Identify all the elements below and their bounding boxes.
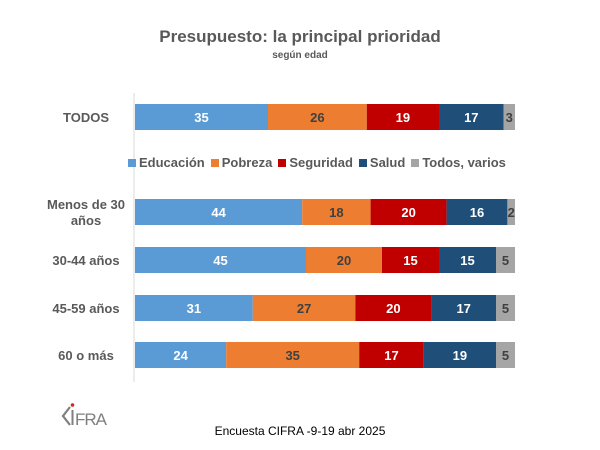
bar-segment-seguridad: [382, 247, 439, 273]
bar-segment-seguridad: [366, 104, 439, 130]
data-label: 18: [329, 205, 343, 220]
data-label: 26: [310, 110, 324, 125]
bar-segment-educaci-n: [135, 104, 268, 130]
bar-segment-salud: [423, 342, 496, 368]
bar-segment-seguridad: [359, 342, 424, 368]
legend-item: Pobreza: [210, 155, 273, 170]
data-label: 19: [453, 348, 467, 363]
bar-segment-todos-varios: [496, 295, 515, 321]
category-label: 45-59 años: [52, 301, 119, 316]
data-label: 45: [213, 253, 227, 268]
bar-segment-pobreza: [226, 342, 360, 368]
bar-segment-todos-varios: [496, 342, 515, 368]
bar-segment-todos-varios: [496, 247, 515, 273]
legend-item: Educación: [128, 155, 205, 170]
footer-source: Encuesta CIFRA -9-19 abr 2025: [214, 424, 386, 438]
category-label: TODOS: [63, 110, 109, 125]
data-label: 19: [396, 110, 410, 125]
bar-segment-salud: [431, 295, 496, 321]
data-label: 24: [173, 348, 188, 363]
logo-text: FRA: [75, 410, 108, 428]
data-label: 17: [464, 110, 478, 125]
bar-segment-educaci-n: [135, 247, 306, 273]
cifra-logo: FRA: [61, 403, 109, 428]
legend-swatch: [128, 158, 136, 167]
logo-dot: [70, 403, 75, 407]
legend-label: Salud: [369, 155, 406, 170]
data-label: 35: [194, 110, 208, 125]
data-label: 17: [456, 301, 470, 316]
data-label: 2: [508, 205, 515, 220]
data-label: 17: [384, 348, 398, 363]
legend-label: Seguridad: [289, 155, 353, 170]
bar-segment-pobreza: [302, 199, 371, 225]
bar-segment-educaci-n: [135, 342, 227, 368]
bar-row: 60 o más 24 35 17 19 5: [58, 342, 515, 368]
logo-chevron: [61, 406, 71, 426]
bar-segment-todos-varios: [507, 199, 515, 225]
data-label: 15: [403, 253, 417, 268]
data-label: 44: [211, 205, 226, 220]
legend-item: Seguridad: [278, 155, 353, 170]
bar-segment-pobreza: [252, 295, 356, 321]
legend-swatch: [278, 158, 287, 167]
data-label: 27: [297, 301, 311, 316]
data-label: 20: [337, 253, 351, 268]
bar-segment-pobreza: [268, 104, 367, 130]
category-label: Menos de 30 años: [47, 197, 125, 228]
data-label: 20: [386, 301, 400, 316]
bar-row: 45-59 años 31 27 20 17 5: [52, 295, 515, 321]
chart-title: Presupuesto: la principal prioridad: [159, 27, 441, 46]
chart-legend: Educación Pobreza Seguridad Salud Todos, var…: [128, 155, 506, 170]
bar-segment-salud: [439, 104, 504, 130]
chart-subtitle: según edad: [272, 50, 328, 61]
data-label: 31: [187, 301, 201, 316]
bar-segment-pobreza: [306, 247, 382, 273]
legend-swatch: [210, 158, 219, 167]
legend-item: Todos, varios: [411, 155, 506, 170]
data-label: 15: [460, 253, 474, 268]
legend-swatch: [358, 158, 367, 167]
legend-label: Educación: [139, 155, 205, 170]
bar-segment-salud: [446, 199, 508, 225]
bar-row: Menos de 30 años 44 18 20 16 2: [47, 197, 515, 228]
legend-swatch: [411, 158, 420, 167]
bar-segment-seguridad: [355, 295, 432, 321]
data-label: 5: [502, 253, 509, 268]
bar-segment-educaci-n: [135, 199, 303, 225]
legend-item: Salud: [358, 155, 406, 170]
data-label: 20: [401, 205, 415, 220]
data-label: 35: [285, 348, 299, 363]
legend-label: Pobreza: [221, 155, 273, 170]
bar-segment-salud: [439, 247, 496, 273]
bar-row: TODOS 35 26 19 17 3: [63, 104, 515, 130]
data-label: 5: [502, 301, 509, 316]
data-label: 16: [470, 205, 484, 220]
bar-segment-educaci-n: [135, 295, 253, 321]
category-label: 60 o más: [58, 348, 114, 363]
data-label: 3: [506, 110, 513, 125]
bar-segment-todos-varios: [503, 104, 515, 130]
category-label: 30-44 años: [52, 253, 119, 268]
legend-label: Todos, varios: [422, 155, 506, 170]
bar-segment-seguridad: [370, 199, 447, 225]
bar-row: 30-44 años 45 20 15 15 5: [52, 247, 515, 273]
data-label: 5: [502, 348, 509, 363]
